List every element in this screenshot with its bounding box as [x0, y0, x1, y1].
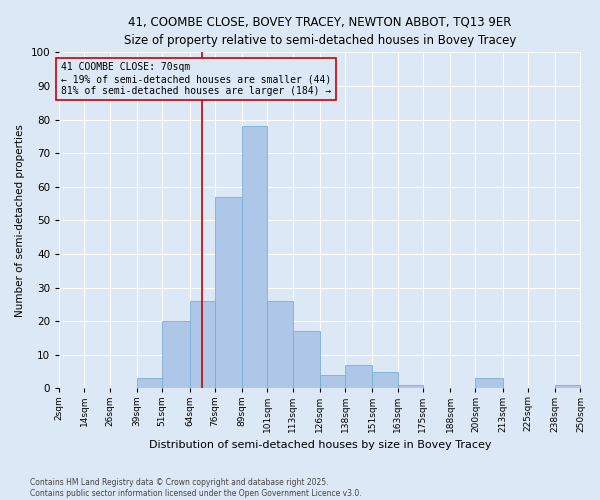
Bar — [215, 197, 242, 388]
Bar — [475, 378, 503, 388]
Bar — [373, 372, 398, 388]
Text: 41 COOMBE CLOSE: 70sqm
← 19% of semi-detached houses are smaller (44)
81% of sem: 41 COOMBE CLOSE: 70sqm ← 19% of semi-det… — [61, 62, 332, 96]
X-axis label: Distribution of semi-detached houses by size in Bovey Tracey: Distribution of semi-detached houses by … — [149, 440, 491, 450]
Bar — [162, 321, 190, 388]
Bar — [398, 385, 423, 388]
Bar — [555, 385, 580, 388]
Text: Contains HM Land Registry data © Crown copyright and database right 2025.
Contai: Contains HM Land Registry data © Crown c… — [30, 478, 362, 498]
Bar — [242, 126, 268, 388]
Bar — [190, 301, 215, 388]
Bar — [320, 375, 345, 388]
Bar — [293, 331, 320, 388]
Bar — [345, 365, 373, 388]
Title: 41, COOMBE CLOSE, BOVEY TRACEY, NEWTON ABBOT, TQ13 9ER
Size of property relative: 41, COOMBE CLOSE, BOVEY TRACEY, NEWTON A… — [124, 15, 516, 47]
Bar — [268, 301, 293, 388]
Y-axis label: Number of semi-detached properties: Number of semi-detached properties — [15, 124, 25, 317]
Bar — [137, 378, 162, 388]
